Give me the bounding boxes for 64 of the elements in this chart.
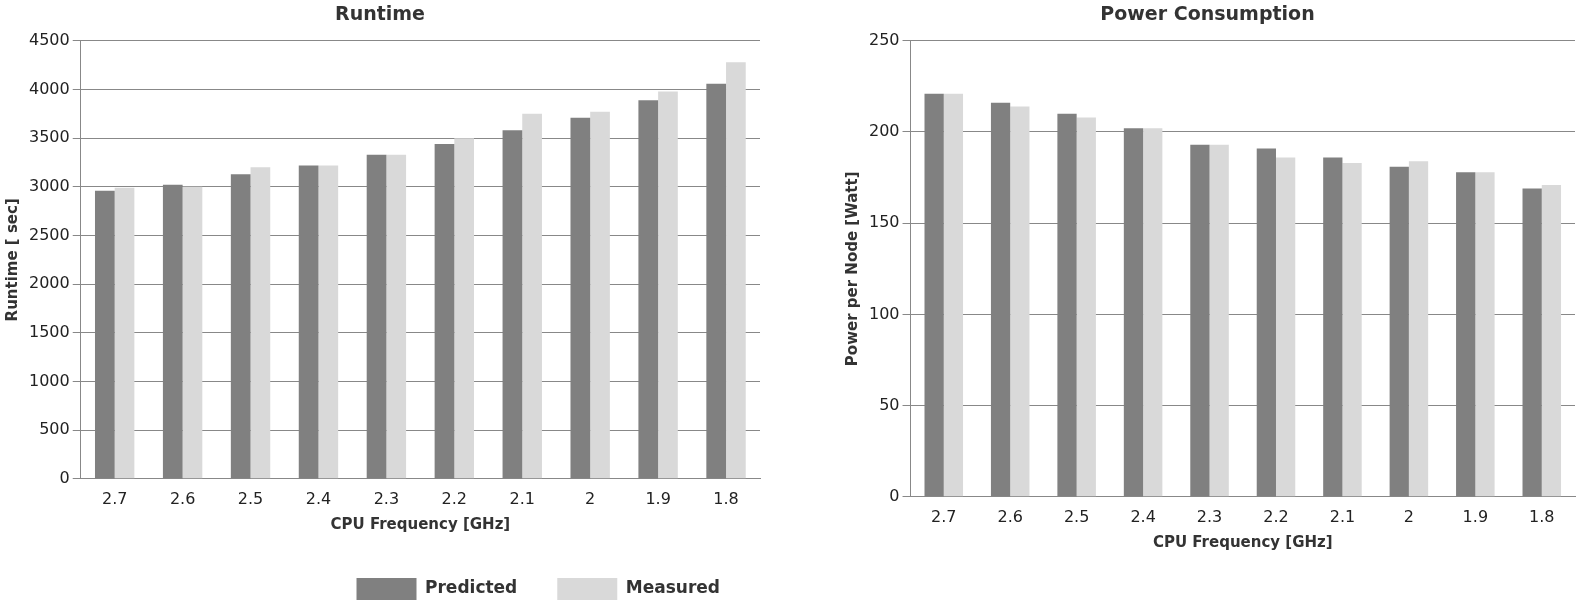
x-tick-label: 2.2: [1263, 506, 1289, 526]
y-tick-label: 100: [868, 303, 900, 323]
x-tick-label: 1.9: [645, 488, 671, 508]
chart-title: Runtime: [335, 2, 425, 25]
x-axis-title: CPU Frequency [GHz]: [330, 514, 511, 533]
y-tick-label: 200: [868, 121, 900, 141]
legend-label: Predicted: [425, 577, 518, 598]
y-tick-label: 2000: [29, 273, 70, 293]
x-axis-title: CPU Frequency [GHz]: [1152, 532, 1333, 551]
y-tick-label: 0: [59, 467, 70, 487]
x-tick-label: 2.4: [1130, 506, 1156, 526]
y-tick-label: 0: [889, 485, 900, 505]
y-tick-label: 4500: [29, 29, 70, 49]
y-tick-label: 250: [868, 29, 900, 49]
y-tick-label: 150: [868, 212, 900, 232]
bar: [1143, 128, 1163, 497]
y-tick-label: 1000: [29, 370, 70, 390]
bar: [726, 62, 746, 479]
y-axis-title: Runtime [ sec]: [2, 198, 21, 322]
bar: [454, 138, 475, 479]
x-tick-label: 2.3: [373, 488, 400, 508]
x-tick-label: 2.5: [1063, 506, 1090, 526]
bar: [590, 111, 610, 479]
x-tick-label: 2.7: [101, 488, 128, 508]
bar: [386, 154, 407, 479]
bar: [1408, 161, 1429, 497]
y-tick-label: 3000: [29, 175, 70, 195]
x-tick-label: 2.6: [997, 506, 1023, 526]
legend-label: Measured: [625, 577, 721, 598]
x-tick-label: 1.8: [1529, 506, 1555, 526]
bar: [1475, 172, 1495, 497]
bar: [1275, 157, 1296, 497]
x-tick-label: 2: [585, 488, 596, 508]
bar: [943, 93, 964, 497]
y-tick-label: 3500: [29, 127, 70, 147]
y-axis-title: Power per Node [Watt]: [842, 171, 861, 367]
y-tick-label: 1500: [29, 321, 70, 341]
bar: [658, 91, 678, 479]
x-tick-label: 2.2: [441, 488, 468, 508]
bar: [318, 165, 339, 479]
chart-title: Power Consumption: [1100, 2, 1315, 25]
x-tick-label: 2.7: [931, 506, 957, 526]
x-tick-label: 2.1: [1329, 506, 1356, 526]
x-tick-label: 1.8: [713, 488, 739, 508]
y-tick-label: 4000: [29, 78, 70, 98]
x-tick-label: 2.6: [169, 488, 196, 508]
bar: [1010, 106, 1030, 497]
bar: [114, 187, 135, 479]
x-tick-label: 2.4: [305, 488, 332, 508]
x-tick-label: 2: [1403, 506, 1414, 526]
bar: [1209, 144, 1229, 497]
bar: [250, 167, 271, 479]
bar: [1076, 117, 1096, 497]
x-tick-label: 2.1: [509, 488, 535, 508]
x-tick-label: 2.3: [1196, 506, 1223, 526]
bar: [1541, 184, 1562, 497]
y-tick-label: 2500: [29, 224, 70, 244]
bar: [182, 186, 203, 479]
y-tick-label: 500: [39, 419, 70, 439]
y-tick-label: 50: [879, 394, 900, 414]
bar: [522, 113, 542, 479]
bar: [1342, 163, 1362, 497]
x-tick-label: 2.5: [237, 488, 264, 508]
x-tick-label: 1.9: [1462, 506, 1489, 526]
